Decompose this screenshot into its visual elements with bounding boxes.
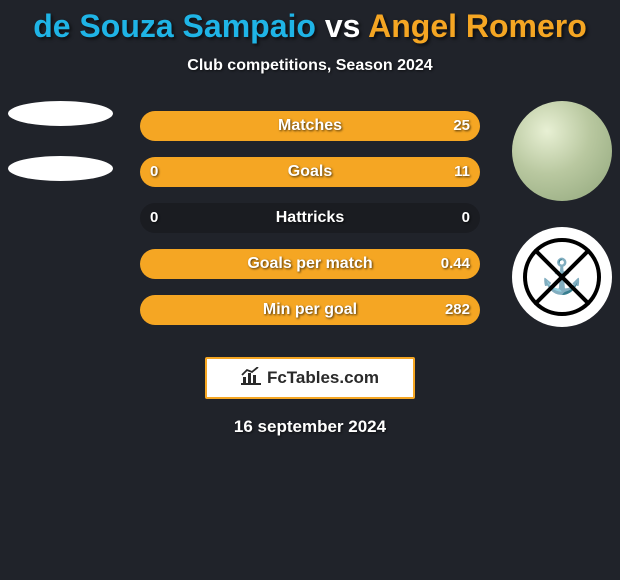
left-avatars	[8, 101, 113, 211]
right-avatars: ⚓	[512, 101, 612, 353]
player2-avatar	[512, 101, 612, 201]
stat-label: Hattricks	[140, 203, 480, 233]
crest-ring: ⚓	[523, 238, 601, 316]
player2-value: 0.44	[441, 249, 470, 279]
player2-club-crest: ⚓	[512, 227, 612, 327]
player1-value: 0	[150, 203, 158, 233]
stat-row: Min per goal282	[140, 295, 480, 325]
stat-label: Min per goal	[140, 295, 480, 325]
branding-text: FcTables.com	[267, 368, 379, 388]
stat-label: Matches	[140, 111, 480, 141]
comparison-title: de Souza Sampaio vs Angel Romero	[0, 0, 620, 45]
stat-row: Hattricks0 0	[140, 203, 480, 233]
date-text: 16 september 2024	[0, 417, 620, 437]
player1-avatar-placeholder	[8, 101, 113, 126]
crest-oars	[522, 237, 602, 317]
chart-icon	[241, 367, 261, 390]
player2-value: 282	[445, 295, 470, 325]
player1-club-placeholder	[8, 156, 113, 181]
vs-text: vs	[325, 8, 361, 44]
branding-badge[interactable]: FcTables.com	[205, 357, 415, 399]
player1-name: de Souza Sampaio	[33, 8, 316, 44]
player2-value: 0	[462, 203, 470, 233]
stat-row: Goals per match0.44	[140, 249, 480, 279]
player2-value: 25	[453, 111, 470, 141]
stat-label: Goals per match	[140, 249, 480, 279]
subtitle: Club competitions, Season 2024	[0, 57, 620, 75]
stat-label: Goals	[140, 157, 480, 187]
stat-bars: Matches25Goals011Hattricks00Goals per ma…	[140, 111, 480, 341]
player2-name: Angel Romero	[368, 8, 587, 44]
player1-value: 0	[150, 157, 158, 187]
stats-area: ⚓ Matches25Goals011Hattricks00Goals per …	[0, 111, 620, 351]
player2-value: 11	[454, 157, 470, 187]
stat-row: Matches25	[140, 111, 480, 141]
stat-row: Goals0 11	[140, 157, 480, 187]
